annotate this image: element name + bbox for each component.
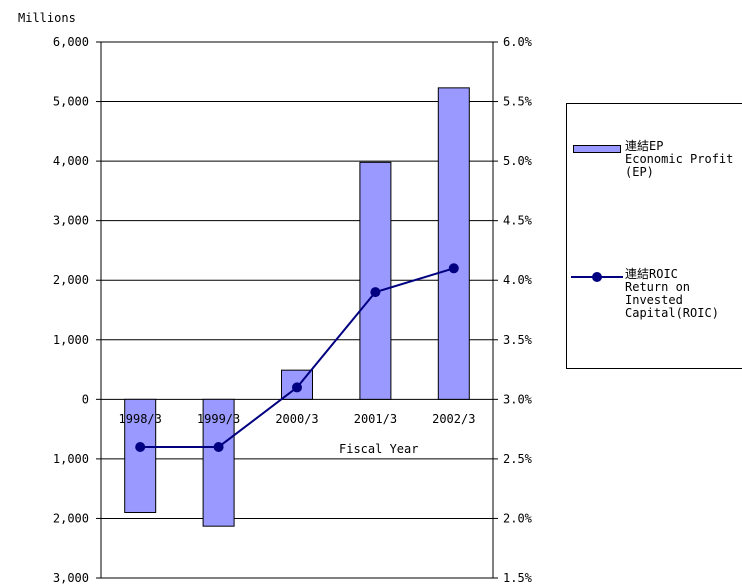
bar-series xyxy=(125,88,470,526)
left-tick-label: 3,000 xyxy=(53,214,89,228)
category-label: 2002/3 xyxy=(432,412,475,426)
roic-point xyxy=(292,382,302,392)
right-axis: 6.0% 5.5% 5.0% 4.5% 4.0% 3.5% 3.0% 2.5% 2.0% 1.5% xyxy=(493,35,533,585)
left-tick-label: 4,000 xyxy=(53,154,89,168)
right-tick-label: 5.0% xyxy=(503,154,533,168)
ep-bar xyxy=(360,162,391,399)
left-tick-label: 5,000 xyxy=(53,95,89,109)
left-axis: 6,000 5,000 4,000 3,000 2,000 1,000 0 1,000 2,00… xyxy=(53,35,101,585)
right-tick-label: 2.5% xyxy=(503,452,533,466)
left-tick-label: 2,000 xyxy=(53,511,89,525)
ep-bar xyxy=(438,88,469,399)
right-tick-label: 3.5% xyxy=(503,333,533,347)
right-tick-label: 3.0% xyxy=(503,392,533,406)
right-tick-label: 6.0% xyxy=(503,35,533,49)
legend-marker-swatch xyxy=(592,272,602,282)
legend-label-ep: 連結EP Economic Profit (EP) xyxy=(625,140,742,179)
category-label: 1998/3 xyxy=(119,412,162,426)
roic-point xyxy=(214,442,224,452)
right-tick-label: 5.5% xyxy=(503,95,533,109)
right-tick-label: 4.5% xyxy=(503,214,533,228)
roic-point xyxy=(449,263,459,273)
legend: 連結EP Economic Profit (EP) 連結ROIC Return … xyxy=(566,103,742,369)
category-label: 2001/3 xyxy=(354,412,397,426)
left-tick-label: 1,000 xyxy=(53,452,89,466)
legend-bar-swatch xyxy=(573,145,621,153)
roic-point xyxy=(370,287,380,297)
unit-label: Millions xyxy=(18,11,76,25)
category-label: 2000/3 xyxy=(275,412,318,426)
left-tick-label: 1,000 xyxy=(53,333,89,347)
legend-label-roic: 連結ROIC Return on Invested Capital(ROIC) xyxy=(625,268,742,320)
plot-frame xyxy=(101,42,493,578)
right-tick-label: 1.5% xyxy=(503,571,533,585)
left-tick-label: 3,000 xyxy=(53,571,89,585)
left-tick-label: 0 xyxy=(82,392,89,406)
category-labels: 1998/3 1999/3 2000/3 2001/3 2002/3 xyxy=(119,412,476,426)
left-tick-label: 2,000 xyxy=(53,273,89,287)
category-label: 1999/3 xyxy=(197,412,240,426)
x-axis-title: Fiscal Year xyxy=(339,442,418,456)
roic-point xyxy=(135,442,145,452)
right-tick-label: 4.0% xyxy=(503,273,533,287)
left-tick-label: 6,000 xyxy=(53,35,89,49)
gridlines xyxy=(101,102,493,519)
right-tick-label: 2.0% xyxy=(503,511,533,525)
